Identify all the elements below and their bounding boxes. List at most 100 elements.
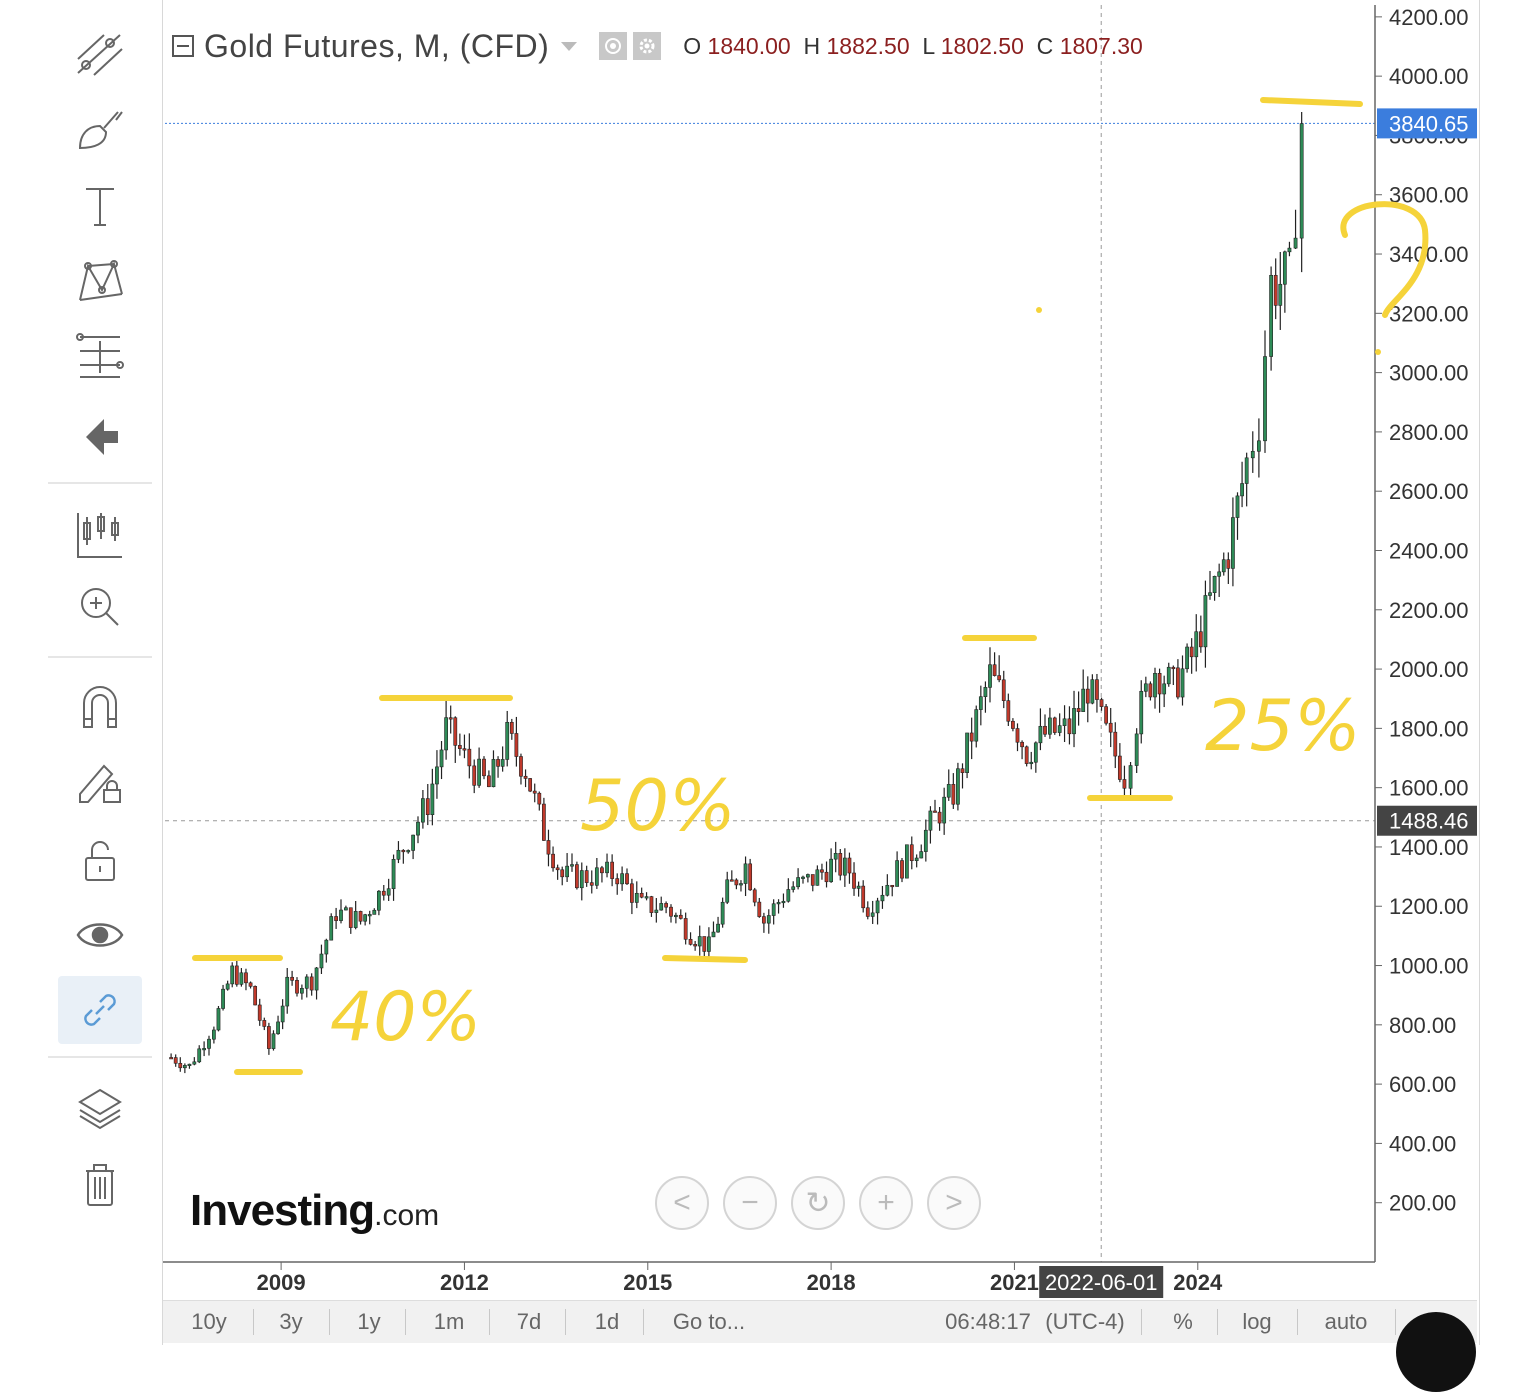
candle-body: [909, 844, 914, 862]
candle-body: [1231, 517, 1235, 569]
x-tick-label: 2024: [1173, 1270, 1223, 1295]
range-1d-button[interactable]: 1d: [594, 1309, 620, 1334]
eye-icon[interactable]: [55, 905, 145, 965]
candle-body: [309, 976, 314, 991]
log-toggle[interactable]: log: [1242, 1309, 1272, 1334]
scroll-right-button[interactable]: >: [927, 1176, 981, 1230]
crosshair-price-label: 1488.46: [1389, 809, 1469, 834]
text-icon[interactable]: [55, 175, 145, 235]
candle-body: [276, 1021, 280, 1035]
annotation-dot: [1036, 307, 1042, 313]
candle-body: [1221, 559, 1226, 573]
candle-body: [1108, 722, 1113, 733]
price-chart[interactable]: 200.00 400.00 600.00 800.00 1000.00 1200.00 14…: [0, 0, 1536, 1357]
candle-body: [487, 775, 491, 788]
candle-body: [861, 885, 866, 909]
visibility-icon[interactable]: [599, 32, 628, 60]
candle-body: [951, 784, 956, 805]
candle-body: [992, 664, 997, 676]
candle-body: [781, 900, 786, 904]
candle-body: [620, 873, 624, 885]
pattern-icon[interactable]: [55, 250, 145, 310]
indicators-icon[interactable]: [55, 505, 145, 565]
zoom-in-icon[interactable]: [55, 577, 145, 637]
range-1m-button[interactable]: 1m: [433, 1309, 465, 1334]
candle-body: [173, 1057, 178, 1064]
candle-body: [786, 889, 791, 902]
y-tick-label: 3400.00: [1389, 242, 1469, 267]
high-value: 1882.50: [826, 32, 910, 59]
y-tick-label: 2200.00: [1389, 598, 1469, 623]
auto-toggle[interactable]: auto: [1324, 1309, 1368, 1334]
percent-toggle[interactable]: %: [1173, 1309, 1193, 1334]
candle-body: [1117, 755, 1122, 780]
candle-body: [202, 1048, 206, 1051]
candle-body: [1273, 274, 1278, 306]
candle-body: [716, 923, 720, 933]
candle-body: [870, 912, 875, 917]
candle-body: [519, 756, 523, 777]
candle-body: [683, 918, 688, 940]
candle-body: [1024, 746, 1029, 764]
link-icon[interactable]: [58, 976, 142, 1044]
gear-icon[interactable]: [633, 32, 662, 60]
candle-body: [1113, 731, 1118, 757]
chart-area[interactable]: [162, 0, 1480, 1345]
open-label: O: [683, 32, 702, 59]
candle-body: [192, 1061, 197, 1065]
candle-body: [644, 896, 649, 899]
range-7d-button[interactable]: 7d: [516, 1309, 542, 1334]
chevron-down-icon[interactable]: [561, 41, 578, 51]
candle-body: [435, 766, 439, 785]
scroll-left-button[interactable]: <: [655, 1176, 709, 1230]
reset-button[interactable]: ↻: [791, 1176, 845, 1230]
candle-body: [1263, 356, 1267, 442]
candle-body: [847, 857, 852, 874]
trash-icon[interactable]: [55, 1155, 145, 1215]
candle-body: [933, 810, 937, 813]
candle-body: [589, 882, 594, 886]
unlock-icon[interactable]: [55, 830, 145, 890]
y-tick-label: 1000.00: [1389, 954, 1469, 979]
candle-body: [865, 907, 870, 917]
goto-button[interactable]: Go to...: [672, 1309, 746, 1334]
candle-body: [358, 911, 363, 922]
candle-body: [421, 798, 425, 823]
layers-icon[interactable]: [55, 1078, 145, 1138]
candle-body: [654, 909, 659, 913]
fib-icon[interactable]: [55, 325, 145, 385]
collapse-legend-icon[interactable]: [172, 35, 194, 57]
candle-body: [551, 853, 555, 869]
candle-body: [1099, 699, 1104, 707]
timezone-button[interactable]: (UTC-4): [1045, 1309, 1125, 1334]
bottom-divider: [1297, 1309, 1298, 1335]
annotation-label: 25%: [1205, 685, 1361, 767]
candle-body: [748, 863, 753, 891]
bottom-divider: [253, 1309, 254, 1335]
back-arrow-icon[interactable]: [55, 405, 145, 465]
y-tick-label: 600.00: [1389, 1072, 1456, 1097]
magnet-icon[interactable]: [55, 677, 145, 737]
candle-body: [212, 1029, 216, 1040]
candle-body: [1076, 708, 1081, 712]
candle-body: [182, 1065, 187, 1069]
lock-drawing-icon[interactable]: [55, 752, 145, 812]
zoom-out-button[interactable]: −: [723, 1176, 777, 1230]
candle-body: [946, 784, 951, 798]
y-tick-label: 1800.00: [1389, 716, 1469, 741]
range-10y-button[interactable]: 10y: [191, 1309, 227, 1334]
zoom-in-button[interactable]: +: [859, 1176, 913, 1230]
symbol-title[interactable]: Gold Futures, M, (CFD): [204, 27, 550, 64]
range-1y-button[interactable]: 1y: [357, 1309, 381, 1334]
trend-line-icon[interactable]: [55, 25, 145, 85]
candle-body: [319, 953, 324, 969]
candle-body: [890, 884, 895, 888]
candle-body: [757, 901, 762, 917]
range-3y-button[interactable]: 3y: [279, 1309, 303, 1334]
low-value: 1802.50: [940, 32, 1024, 59]
candle-body: [997, 675, 1002, 681]
brush-icon[interactable]: [55, 100, 145, 160]
candle-body: [796, 877, 800, 888]
candle-body: [584, 870, 589, 883]
candle-body: [225, 983, 230, 990]
